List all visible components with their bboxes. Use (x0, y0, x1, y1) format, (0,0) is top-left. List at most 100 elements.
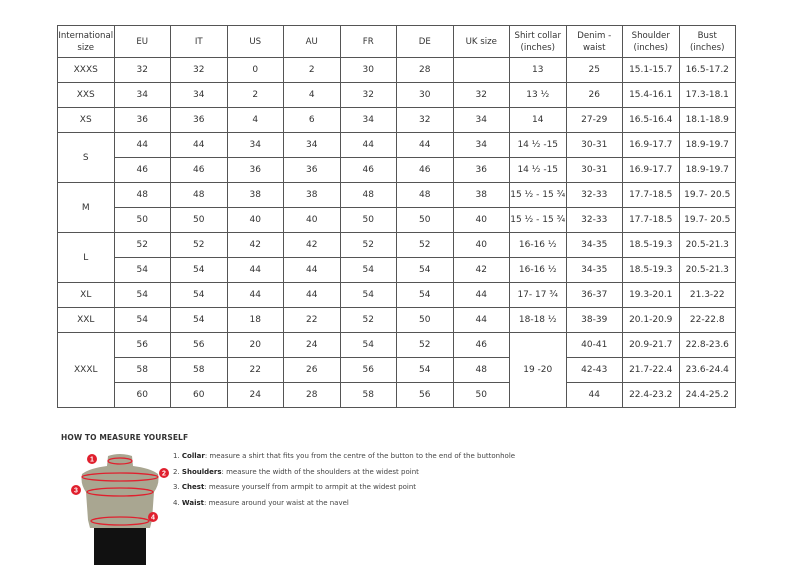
marker-2: 2 (162, 471, 166, 478)
table-cell: 25 (565, 57, 623, 83)
table-cell: 34 (452, 132, 510, 158)
table-cell: 28 (283, 382, 341, 408)
table-cell: 21.3-22 (678, 282, 736, 308)
table-cell: 54 (170, 282, 228, 308)
table-cell: 48 (396, 182, 454, 208)
table-cell: 32 (170, 57, 228, 83)
table-cell: 58 (339, 382, 397, 408)
table-cell: 6 (283, 107, 341, 133)
table-row: L 52 52 42 42 52 52 40 16-16 ½ 34-35 18.5-19.3 20.5… (57, 232, 736, 283)
table-cell: 30-31 (565, 132, 623, 158)
column-header: Shoulder (inches) (622, 25, 680, 58)
table-cell: 42-43 (565, 357, 623, 383)
table-cell: 44 (565, 382, 623, 408)
step-collar: 1. Collar: measure a shirt that fits you… (173, 452, 516, 460)
table-cell: 58 (170, 357, 228, 383)
table-cell: 36 (226, 157, 284, 183)
column-header: Shirt collar (inches) (509, 25, 567, 58)
column-header: AU (283, 25, 341, 58)
table-row: 50 50 40 40 50 50 40 15 ½ - 15 ¾ 32-33 17.7-18.5 1… (58, 207, 736, 233)
table-cell: 19.3-20.1 (622, 282, 680, 308)
table-cell: 50 (396, 307, 454, 333)
table-cell: 23.6-24.4 (678, 357, 736, 383)
table-cell: 32-33 (565, 207, 623, 233)
column-header: US (226, 25, 284, 58)
table-cell: 54 (113, 257, 171, 283)
table-row: XXXL 56 56 20 24 54 52 46 19 -20 40-41 20.9-21.7 22… (57, 332, 736, 408)
table-cell: 32 (339, 82, 397, 108)
table-row: XXS 34 34 2 4 32 30 32 13 ½ 26 15.4-16.1 17.3-18.1 (57, 82, 736, 108)
table-cell: 28 (396, 57, 454, 83)
table-cell: 34 (283, 132, 341, 158)
table-cell: 36 (170, 107, 228, 133)
table-cell: 54 (339, 332, 397, 358)
table-cell: 36 (283, 157, 341, 183)
table-cell: 56 (396, 382, 454, 408)
table-cell: 2 (283, 57, 341, 83)
table-cell: 30 (396, 82, 454, 108)
table-cell: 34-35 (565, 232, 623, 258)
table-cell: 40-41 (565, 332, 623, 358)
table-cell: 22.8-23.6 (678, 332, 736, 358)
table-cell: 14 ½ -15 (509, 132, 567, 158)
table-cell: 34 (226, 132, 284, 158)
table-cell: 16-16 ½ (509, 257, 567, 283)
table-cell: 36 (113, 107, 171, 133)
table-cell: 46 (396, 157, 454, 183)
table-cell: 21.7-22.4 (622, 357, 680, 383)
table-cell: 13 (509, 57, 567, 83)
table-cell: 15 ½ - 15 ¾ (509, 207, 567, 233)
table-cell: 32 (452, 82, 510, 108)
table-cell: 4 (226, 107, 284, 133)
table-cell: 34 (170, 82, 228, 108)
table-cell: 18.9-19.7 (678, 157, 736, 183)
table-cell: 44 (452, 282, 510, 308)
table-cell: 52 (339, 307, 397, 333)
international-size-cell: L (57, 232, 115, 283)
table-cell: 17.3-18.1 (678, 82, 736, 108)
table-row: 46 46 36 36 46 46 36 14 ½ -15 30-31 16.9-17.7 18.9… (58, 157, 736, 183)
column-header: Denim - waist (565, 25, 623, 58)
table-cell: 44 (452, 307, 510, 333)
table-cell: 19.7- 20.5 (678, 182, 736, 208)
table-cell: 16.5-17.2 (678, 57, 736, 83)
table-cell: 50 (452, 382, 510, 408)
table-cell: 40 (452, 232, 510, 258)
table-cell: 22 (283, 307, 341, 333)
table-cell: 36-37 (565, 282, 623, 308)
table-cell: 19 -20 (509, 332, 567, 408)
table-cell: 20 (226, 332, 284, 358)
table-cell: 44 (396, 132, 454, 158)
column-header: International size (57, 25, 115, 58)
table-row: XXXS 32 32 0 2 30 28 13 25 15.1-15.7 16.5-17.2 (57, 57, 736, 83)
table-cell: 40 (283, 207, 341, 233)
table-cell: 52 (396, 332, 454, 358)
table-cell: 48 (113, 182, 171, 208)
international-size-cell: XXS (57, 82, 115, 108)
table-cell: 44 (339, 132, 397, 158)
table-cell: 58 (113, 357, 171, 383)
table-cell: 38-39 (565, 307, 623, 333)
table-cell: 18-18 ½ (509, 307, 567, 333)
table-cell: 42 (283, 232, 341, 258)
table-cell: 18.5-19.3 (622, 232, 680, 258)
measurement-figure: 1 2 3 4 (71, 454, 169, 565)
table-cell: 14 ½ -15 (509, 157, 567, 183)
table-cell: 34-35 (565, 257, 623, 283)
marker-4: 4 (151, 515, 155, 522)
table-row: M 48 48 38 38 48 48 38 15 ½ - 15 ¾ 32-33 17.7-18.5… (57, 182, 736, 233)
howto-title: HOW TO MEASURE YOURSELF (61, 433, 189, 442)
table-cell: 0 (226, 57, 284, 83)
measure-steps: 1. Collar: measure a shirt that fits you… (173, 452, 515, 514)
table-cell: 18.1-18.9 (678, 107, 736, 133)
column-header: IT (170, 25, 228, 58)
torso-shape (81, 454, 159, 528)
table-cell: 4 (283, 82, 341, 108)
marker-1: 1 (90, 457, 94, 464)
table-cell: 20.5-21.3 (678, 232, 736, 258)
table-cell: 22.4-23.2 (622, 382, 680, 408)
table-cell: 16-16 ½ (509, 232, 567, 258)
table-cell: 17.7-18.5 (622, 182, 680, 208)
international-size-cell: M (57, 182, 115, 233)
table-cell: 54 (170, 257, 228, 283)
